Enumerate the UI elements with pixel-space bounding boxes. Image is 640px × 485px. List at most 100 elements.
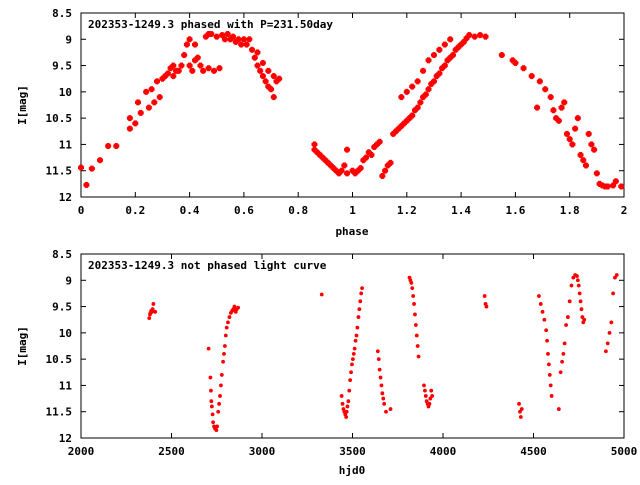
data-point [325, 159, 332, 166]
data-point [223, 333, 228, 338]
data-point [569, 141, 576, 148]
data-point [210, 412, 215, 417]
data-point [582, 317, 587, 322]
data-point [562, 341, 567, 346]
data-point [153, 309, 158, 314]
data-point [208, 31, 215, 38]
data-point [227, 36, 234, 43]
data-point [354, 333, 359, 338]
data-point [365, 149, 372, 156]
x-tick-label: 1.2 [397, 204, 417, 217]
data-point [148, 86, 155, 93]
data-point [519, 407, 524, 411]
data-point [575, 278, 580, 283]
data-point [186, 36, 193, 43]
data-point [113, 143, 120, 150]
data-point [227, 315, 232, 319]
data-point [360, 157, 367, 164]
data-point [542, 317, 547, 322]
data-point [433, 73, 440, 80]
y-tick-label: 11.5 [46, 406, 73, 419]
data-point [428, 80, 435, 87]
x-tick-label: 4000 [430, 445, 457, 458]
data-point [360, 286, 364, 291]
data-point [414, 78, 421, 85]
data-point [341, 162, 348, 169]
phased-y-axis-label: I[mag] [16, 85, 29, 125]
data-point [368, 151, 375, 158]
unphased-panel-title: 202353-1249.3 not phased light curve [88, 259, 327, 272]
data-point [439, 65, 446, 72]
data-point [610, 182, 617, 189]
data-point [466, 32, 473, 39]
data-point [209, 388, 213, 393]
data-point [217, 401, 222, 406]
data-point [447, 36, 454, 43]
data-point [78, 164, 84, 171]
data-point [349, 370, 353, 375]
data-point [477, 32, 484, 39]
data-point [143, 88, 150, 95]
data-point [401, 120, 408, 127]
data-point [132, 120, 139, 127]
data-point [208, 375, 213, 380]
data-point [238, 41, 245, 48]
data-point [214, 428, 219, 433]
data-point [411, 107, 418, 114]
data-point [482, 294, 487, 298]
data-point [344, 170, 351, 177]
data-point [520, 65, 527, 72]
data-point [420, 94, 427, 101]
data-point [398, 123, 405, 130]
data-point [430, 394, 435, 398]
data-point [422, 383, 426, 388]
data-point [154, 78, 161, 85]
y-tick-label: 9 [65, 274, 72, 287]
data-point [578, 299, 583, 304]
y-tick-label: 11.5 [46, 165, 73, 178]
data-point [335, 170, 342, 177]
data-point [254, 62, 261, 69]
data-point [314, 149, 321, 156]
x-tick-label: 1.6 [505, 204, 525, 217]
data-point [338, 167, 345, 174]
data-point [219, 373, 224, 377]
data-point [612, 178, 619, 185]
y-tick-label: 12 [59, 432, 72, 445]
data-point [159, 75, 166, 82]
data-point [414, 333, 419, 338]
data-point [205, 65, 212, 72]
data-point [209, 399, 214, 404]
data-point [359, 291, 364, 296]
y-tick-label: 10.5 [46, 112, 73, 125]
data-point [349, 167, 356, 174]
data-point [358, 299, 363, 304]
data-point [593, 170, 600, 177]
data-point [202, 33, 209, 40]
data-point [354, 167, 361, 174]
data-point [344, 409, 349, 414]
data-point [319, 292, 324, 297]
data-point [221, 36, 228, 43]
data-point [379, 172, 386, 179]
data-point [240, 36, 247, 43]
x-tick-label: 0.6 [234, 204, 254, 217]
data-point [162, 73, 169, 80]
data-point [518, 415, 523, 419]
data-point [224, 325, 229, 330]
data-point [452, 46, 459, 53]
y-tick-label: 8.5 [52, 248, 72, 261]
data-point [232, 304, 237, 309]
data-point [509, 57, 516, 64]
data-point [350, 362, 354, 367]
x-tick-label: 1.8 [560, 204, 580, 217]
data-point [409, 83, 416, 90]
unphased-ticks [80, 253, 625, 439]
data-point [88, 165, 95, 172]
data-point [556, 407, 561, 411]
data-point [611, 291, 616, 296]
data-point [150, 307, 155, 312]
x-tick-label: 2000 [68, 445, 95, 458]
data-point [458, 41, 465, 48]
data-point [243, 41, 250, 48]
